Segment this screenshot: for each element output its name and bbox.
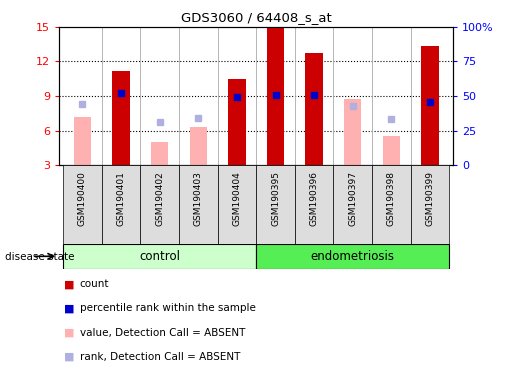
Text: GSM190399: GSM190399 <box>425 171 435 227</box>
FancyBboxPatch shape <box>256 165 295 244</box>
Text: GSM190402: GSM190402 <box>155 171 164 226</box>
FancyBboxPatch shape <box>179 165 217 244</box>
Text: ■: ■ <box>64 279 75 289</box>
Bar <box>190 127 207 165</box>
FancyBboxPatch shape <box>63 244 256 269</box>
Text: GSM190404: GSM190404 <box>232 171 242 226</box>
FancyBboxPatch shape <box>410 165 449 244</box>
Text: endometriosis: endometriosis <box>311 250 395 263</box>
FancyBboxPatch shape <box>334 165 372 244</box>
Text: ■: ■ <box>64 303 75 313</box>
Bar <box>267 28 284 165</box>
Text: GSM190397: GSM190397 <box>348 171 357 227</box>
Text: rank, Detection Call = ABSENT: rank, Detection Call = ABSENT <box>80 352 240 362</box>
Bar <box>383 136 400 165</box>
FancyBboxPatch shape <box>217 165 256 244</box>
FancyBboxPatch shape <box>140 165 179 244</box>
Title: GDS3060 / 64408_s_at: GDS3060 / 64408_s_at <box>181 11 332 24</box>
Text: control: control <box>139 250 180 263</box>
Text: GSM190401: GSM190401 <box>116 171 126 226</box>
FancyBboxPatch shape <box>102 165 140 244</box>
Text: GSM190400: GSM190400 <box>78 171 87 226</box>
FancyBboxPatch shape <box>372 165 410 244</box>
Text: count: count <box>80 279 109 289</box>
Text: GSM190398: GSM190398 <box>387 171 396 227</box>
Text: percentile rank within the sample: percentile rank within the sample <box>80 303 256 313</box>
Text: GSM190396: GSM190396 <box>310 171 319 227</box>
Text: ■: ■ <box>64 328 75 338</box>
Bar <box>421 46 439 165</box>
FancyBboxPatch shape <box>295 165 334 244</box>
Text: GSM190403: GSM190403 <box>194 171 203 226</box>
Text: GSM190395: GSM190395 <box>271 171 280 227</box>
Text: value, Detection Call = ABSENT: value, Detection Call = ABSENT <box>80 328 245 338</box>
FancyBboxPatch shape <box>63 165 102 244</box>
Bar <box>112 71 130 165</box>
Bar <box>74 117 91 165</box>
Bar <box>305 53 323 165</box>
Text: disease state: disease state <box>5 252 75 262</box>
Text: ■: ■ <box>64 352 75 362</box>
Bar <box>228 79 246 165</box>
Bar <box>344 99 362 165</box>
Bar <box>151 142 168 165</box>
FancyBboxPatch shape <box>256 244 449 269</box>
